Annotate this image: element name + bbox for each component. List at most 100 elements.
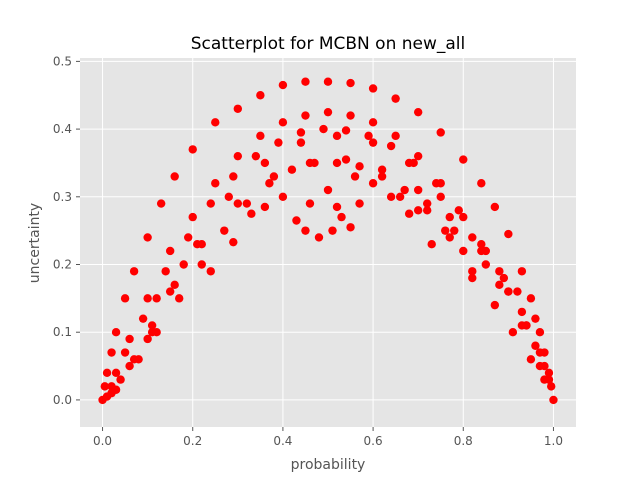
x-tick-label: 0.6	[364, 434, 383, 448]
data-point	[459, 155, 468, 164]
data-point	[364, 131, 373, 141]
data-point	[256, 91, 265, 100]
data-point	[129, 355, 139, 364]
data-point	[125, 334, 134, 344]
data-point	[251, 151, 261, 161]
data-point	[296, 128, 306, 137]
data-point	[129, 267, 139, 276]
data-point	[229, 237, 238, 247]
data-point	[413, 185, 423, 195]
data-point	[386, 192, 396, 201]
data-point	[337, 212, 346, 222]
data-point	[233, 104, 243, 113]
data-point	[147, 328, 157, 337]
data-point	[346, 111, 355, 120]
data-point	[111, 385, 121, 394]
data-point	[423, 206, 432, 215]
y-tick-label: 0.1	[53, 325, 72, 339]
data-point	[350, 172, 360, 181]
data-point	[477, 246, 486, 256]
data-point	[305, 199, 315, 208]
data-point	[368, 179, 378, 188]
data-point	[211, 118, 220, 127]
data-point	[197, 239, 206, 249]
data-point	[301, 111, 310, 120]
data-point	[504, 287, 513, 296]
data-point	[156, 199, 166, 208]
y-tick-label: 0.4	[53, 122, 72, 136]
data-point	[247, 209, 256, 218]
data-point	[436, 128, 445, 137]
data-point	[495, 267, 504, 276]
data-point	[323, 77, 333, 86]
data-point	[165, 246, 175, 256]
data-point	[165, 287, 175, 296]
data-point	[188, 145, 197, 154]
chart-title: Scatterplot for MCBN on new_all	[191, 34, 466, 54]
data-point	[423, 199, 432, 208]
x-tick-label: 0.2	[183, 434, 202, 448]
data-point	[111, 368, 121, 378]
data-point	[274, 138, 283, 147]
data-point	[391, 131, 400, 141]
data-point	[341, 155, 351, 164]
data-point	[499, 273, 509, 283]
data-point	[278, 192, 288, 201]
data-point	[102, 368, 112, 378]
data-point	[544, 368, 554, 378]
data-point	[319, 124, 328, 134]
data-point	[143, 294, 152, 303]
data-point	[332, 131, 342, 141]
data-point	[454, 206, 463, 215]
plot-area	[80, 58, 576, 427]
x-axis-label: probability	[291, 457, 366, 473]
data-point	[332, 158, 342, 168]
data-point	[287, 165, 297, 174]
data-point	[220, 226, 229, 235]
data-point	[535, 361, 545, 371]
y-tick-label: 0.5	[53, 54, 72, 68]
data-point	[404, 209, 414, 218]
data-point	[296, 138, 306, 147]
data-point	[184, 233, 193, 242]
data-point	[468, 273, 477, 283]
data-point	[242, 199, 252, 208]
data-point	[391, 94, 400, 103]
data-point	[481, 260, 491, 269]
data-points	[98, 77, 558, 405]
data-point	[301, 77, 310, 86]
data-point	[120, 294, 130, 303]
data-point	[517, 267, 527, 276]
data-point	[328, 226, 337, 235]
data-point	[490, 202, 500, 212]
data-point	[161, 267, 170, 276]
data-point	[413, 107, 423, 117]
y-tick-label: 0.3	[53, 190, 72, 204]
data-point	[305, 158, 315, 168]
data-point	[459, 246, 468, 256]
data-point	[468, 267, 477, 276]
data-point	[531, 341, 540, 350]
data-point	[188, 212, 197, 222]
x-tick-label: 0.8	[454, 434, 473, 448]
data-point	[143, 233, 152, 242]
data-point	[522, 321, 531, 330]
data-point	[260, 202, 270, 212]
data-point	[432, 179, 441, 188]
data-point	[256, 131, 265, 141]
data-point	[477, 179, 486, 188]
data-point	[147, 321, 157, 330]
data-point	[341, 126, 351, 135]
data-point	[211, 179, 220, 188]
data-point	[152, 294, 161, 303]
data-point	[504, 229, 513, 239]
data-point	[269, 172, 279, 181]
data-point	[120, 348, 130, 357]
data-point	[436, 192, 445, 201]
data-point	[368, 118, 378, 127]
data-point	[278, 118, 288, 127]
y-axis-label: uncertainty	[27, 203, 43, 283]
data-point	[107, 348, 116, 357]
data-point	[427, 239, 436, 249]
